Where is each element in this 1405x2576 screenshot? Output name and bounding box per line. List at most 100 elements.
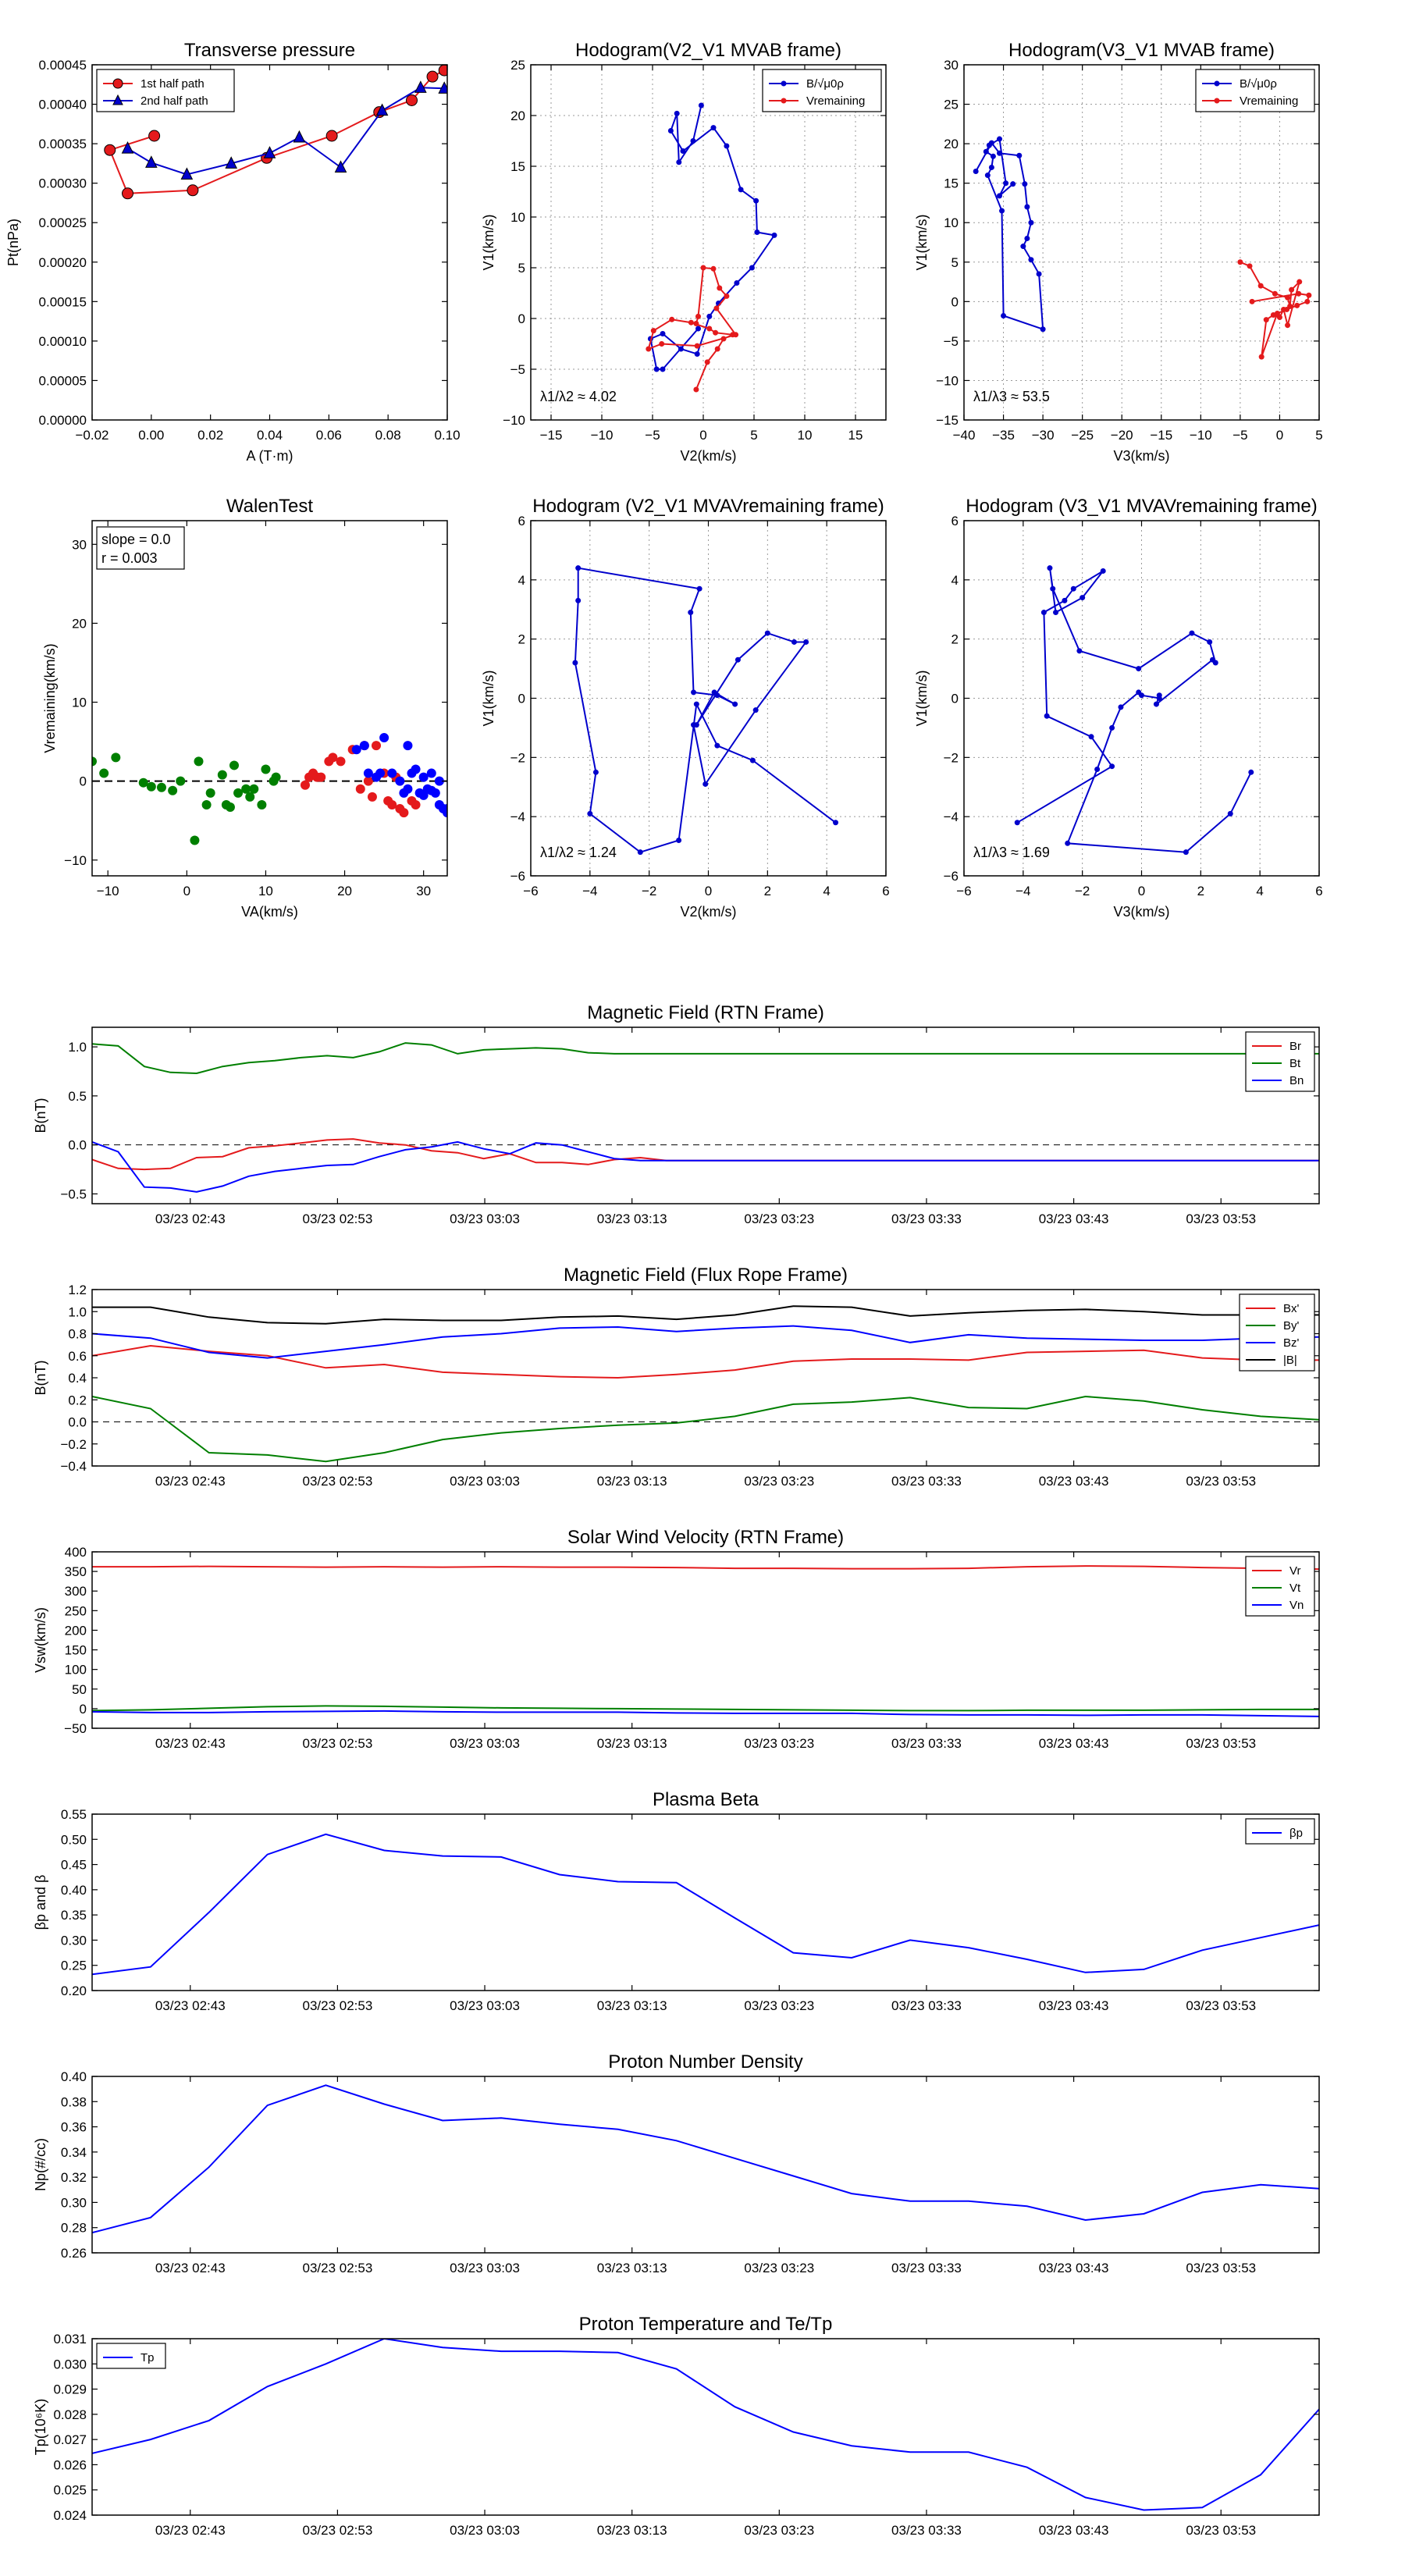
data-point: [749, 265, 755, 271]
data-point: [702, 781, 709, 787]
chart-hodo1: −15 −10 −5 0 5 10 15 −10 −5 0 5 10 15 20 25 Hodogram(V2…: [481, 40, 887, 464]
x-tick-label: 03/23 03:23: [744, 1736, 814, 1751]
data-point: [973, 169, 979, 174]
data-point: [418, 772, 429, 782]
data-point: [1189, 630, 1195, 636]
y-tick-label: 0.38: [61, 2094, 87, 2109]
legend-label: 1st half path: [140, 77, 205, 91]
series-group: [646, 102, 777, 393]
data-point: [1016, 152, 1023, 158]
y-tick-label: −0.5: [60, 1187, 87, 1201]
data-point: [334, 160, 347, 173]
x-tick-label: 03/23 03:03: [450, 1736, 520, 1751]
data-point: [363, 776, 373, 786]
x-tick-label: 0: [1138, 884, 1145, 898]
data-point: [572, 660, 578, 666]
data-point: [363, 768, 373, 778]
x-tick-label: 6: [1315, 884, 1322, 898]
x-tick-label: 2: [764, 884, 771, 898]
x-tick-label: 15: [848, 428, 863, 443]
x-tick-label: 0.06: [316, 428, 342, 443]
data-point: [710, 125, 717, 131]
chart-title: Hodogram(V2_V1 MVAB frame): [575, 40, 841, 61]
series-line: [92, 1325, 1319, 1359]
data-point: [688, 319, 694, 326]
legend-box: [1245, 1818, 1315, 1845]
x-tick-label: 4: [823, 884, 830, 898]
y-tick-label: 20: [72, 616, 87, 631]
series-line: [1240, 261, 1311, 358]
data-point: [1136, 666, 1142, 672]
x-tick-label: 03/23 02:43: [155, 2523, 226, 2538]
x-tick-label: 03/23 03:43: [1039, 1998, 1109, 2013]
y-tick-label: 0.55: [61, 1807, 87, 1822]
legend-label: Vt: [1289, 1582, 1301, 1595]
data-point: [387, 800, 397, 809]
x-tick-label: 03/23 03:33: [891, 1998, 962, 2013]
data-point: [1285, 322, 1291, 329]
x-tick-label: −2: [1075, 884, 1090, 898]
data-point: [1294, 302, 1300, 308]
y-tick-label: −10: [503, 413, 525, 428]
data-point: [375, 103, 389, 116]
ratio-annotation: λ1/λ2 ≈ 4.02: [540, 389, 617, 404]
y-tick-label: 50: [72, 1682, 87, 1697]
x-tick-label: 03/23 03:23: [744, 1212, 814, 1226]
y-tick-label: 1.0: [68, 1040, 87, 1055]
data-point: [146, 781, 156, 792]
plot-frame: [91, 1551, 1320, 1729]
y-tick-label: 6: [518, 514, 525, 528]
y-tick-label: 0: [518, 311, 525, 326]
y-tick-label: −5: [510, 362, 525, 377]
series-line: [975, 137, 1044, 331]
x-tick-label: 03/23 03:33: [891, 1474, 962, 1489]
y-tick-label: 10: [944, 215, 959, 230]
data-point: [986, 142, 992, 148]
data-point: [328, 753, 338, 763]
data-point: [271, 772, 281, 782]
ratio-annotation: λ1/λ3 ≈ 1.69: [973, 845, 1050, 860]
data-point: [403, 784, 413, 794]
data-point: [696, 585, 702, 592]
y-tick-label: 4: [951, 573, 959, 588]
y-tick-label: 0.026: [53, 2457, 87, 2472]
chart-ts_beta: 03/23 02:43 03/23 02:53 03/23 03:03 03/23 0…: [33, 1789, 1320, 2013]
data-point: [693, 701, 699, 707]
legend-box: [1195, 69, 1315, 112]
data-point: [695, 326, 701, 332]
chart-title: Proton Number Density: [608, 2051, 802, 2073]
data-point: [646, 346, 652, 352]
ratio-annotation: λ1/λ3 ≈ 53.5: [973, 389, 1050, 404]
data-point: [650, 328, 656, 334]
series-group: [572, 565, 839, 856]
data-point: [359, 741, 369, 751]
data-point: [387, 768, 397, 778]
y-tick-label: −0.4: [60, 1459, 87, 1474]
data-point: [714, 346, 720, 352]
x-tick-label: −20: [1111, 428, 1133, 443]
x-tick-label: 03/23 02:43: [155, 1474, 226, 1489]
y-tick-label: 0.024: [53, 2508, 87, 2523]
y-tick-label: 0.25: [61, 1959, 87, 1973]
y-tick-label: −4: [944, 809, 959, 824]
data-point: [138, 777, 148, 788]
series-line: [92, 2339, 1319, 2511]
legend-box: [1245, 1556, 1315, 1617]
y-tick-label: 0.40: [61, 1883, 87, 1898]
data-point: [426, 768, 436, 778]
series-line: [92, 1344, 1319, 1379]
data-point: [1118, 704, 1124, 710]
chart-title: Hodogram (V2_V1 MVAVremaining frame): [532, 496, 884, 517]
y-tick-label: 25: [944, 98, 959, 112]
legend-label: Br: [1289, 1040, 1301, 1053]
y-axis-label: Vremaining(km/s): [42, 643, 58, 753]
data-point: [1284, 306, 1290, 312]
data-point: [1100, 568, 1106, 574]
y-tick-label: 30: [72, 537, 87, 552]
data-point: [997, 193, 1002, 199]
x-axis-label: VA(km/s): [241, 904, 298, 920]
data-point: [111, 753, 121, 763]
data-point: [1080, 595, 1086, 601]
data-point: [735, 656, 741, 663]
data-point: [187, 184, 199, 197]
